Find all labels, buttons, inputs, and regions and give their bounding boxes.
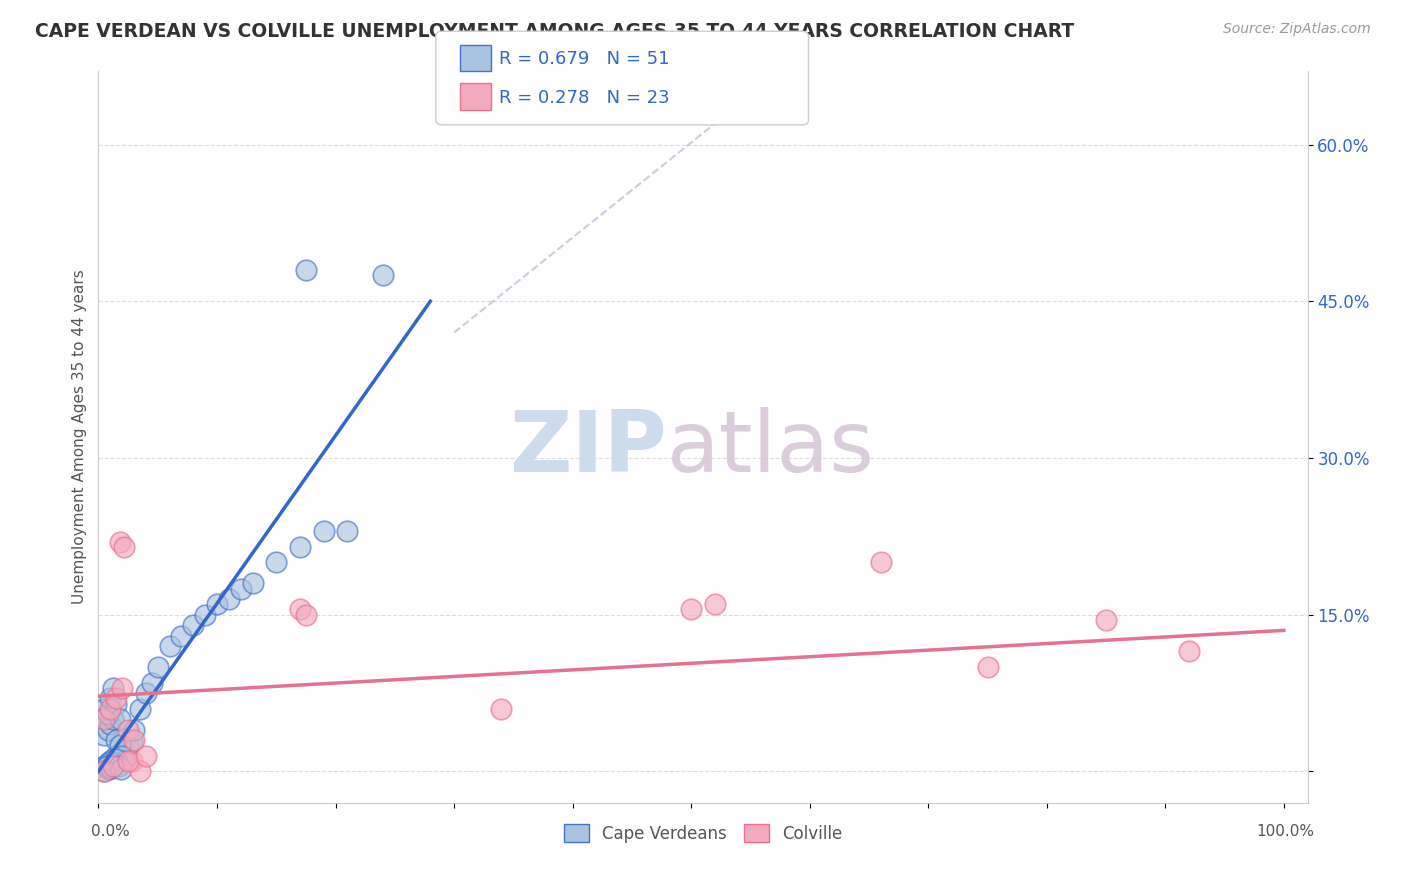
Point xyxy=(194,607,217,622)
Point xyxy=(117,723,139,737)
Point xyxy=(703,597,725,611)
Point xyxy=(681,602,703,616)
Text: R = 0.679   N = 51: R = 0.679 N = 51 xyxy=(499,50,669,68)
Point xyxy=(103,756,125,770)
Point xyxy=(98,691,121,706)
Point xyxy=(371,268,394,282)
Point xyxy=(159,639,181,653)
Point xyxy=(181,618,204,632)
Point xyxy=(93,759,115,773)
Point xyxy=(121,735,143,749)
Point xyxy=(114,754,136,768)
Point xyxy=(108,534,131,549)
Point xyxy=(170,629,193,643)
Point xyxy=(229,582,252,596)
Point xyxy=(97,723,120,737)
Point xyxy=(108,739,131,753)
Point xyxy=(101,759,124,773)
Point xyxy=(129,764,152,779)
Point xyxy=(101,681,124,695)
Point xyxy=(93,702,115,716)
Point xyxy=(117,739,139,753)
Point xyxy=(1178,644,1201,658)
Point xyxy=(98,702,121,716)
Text: Source: ZipAtlas.com: Source: ZipAtlas.com xyxy=(1223,22,1371,37)
Point xyxy=(122,733,145,747)
Legend: Cape Verdeans, Colville: Cape Verdeans, Colville xyxy=(557,818,849,849)
Point xyxy=(110,763,132,777)
Point xyxy=(242,576,264,591)
Point xyxy=(98,763,121,777)
Point xyxy=(295,607,318,622)
Point xyxy=(141,675,163,690)
Point xyxy=(101,752,124,766)
Point xyxy=(101,712,124,726)
Point xyxy=(336,524,359,538)
Point xyxy=(264,556,287,570)
Point xyxy=(146,660,169,674)
Point xyxy=(98,754,121,768)
Text: 100.0%: 100.0% xyxy=(1257,824,1315,838)
Point xyxy=(976,660,998,674)
Point xyxy=(135,748,157,763)
Point xyxy=(135,686,157,700)
Point xyxy=(288,540,311,554)
Point xyxy=(114,540,136,554)
Point xyxy=(93,764,115,779)
Point xyxy=(105,733,128,747)
Point xyxy=(117,754,139,768)
Point xyxy=(129,702,152,716)
Point xyxy=(105,691,128,706)
Point xyxy=(108,712,131,726)
Point xyxy=(105,748,128,763)
Point xyxy=(93,764,115,779)
Point xyxy=(97,756,120,770)
Point xyxy=(295,263,318,277)
Point xyxy=(98,717,121,731)
Point xyxy=(111,748,134,763)
Text: CAPE VERDEAN VS COLVILLE UNEMPLOYMENT AMONG AGES 35 TO 44 YEARS CORRELATION CHAR: CAPE VERDEAN VS COLVILLE UNEMPLOYMENT AM… xyxy=(35,22,1074,41)
Text: R = 0.278   N = 23: R = 0.278 N = 23 xyxy=(499,88,669,106)
Y-axis label: Unemployment Among Ages 35 to 44 years: Unemployment Among Ages 35 to 44 years xyxy=(72,269,87,605)
Point xyxy=(114,741,136,756)
Point xyxy=(100,761,122,775)
Point xyxy=(107,759,129,773)
Text: atlas: atlas xyxy=(666,407,875,490)
Point xyxy=(288,602,311,616)
Point xyxy=(108,746,131,760)
Text: 0.0%: 0.0% xyxy=(91,824,131,838)
Point xyxy=(111,681,134,695)
Point xyxy=(96,759,118,773)
Point xyxy=(218,592,240,607)
Point xyxy=(205,597,228,611)
Point xyxy=(105,697,128,711)
Point xyxy=(93,728,115,742)
Text: ZIP: ZIP xyxy=(509,407,666,490)
Point xyxy=(105,752,128,766)
Point xyxy=(312,524,335,538)
Point xyxy=(1095,613,1118,627)
Point xyxy=(121,754,143,768)
Point xyxy=(869,556,891,570)
Point xyxy=(491,702,513,716)
Point xyxy=(93,712,115,726)
Point xyxy=(97,706,120,721)
Point xyxy=(111,743,134,757)
Point xyxy=(122,723,145,737)
